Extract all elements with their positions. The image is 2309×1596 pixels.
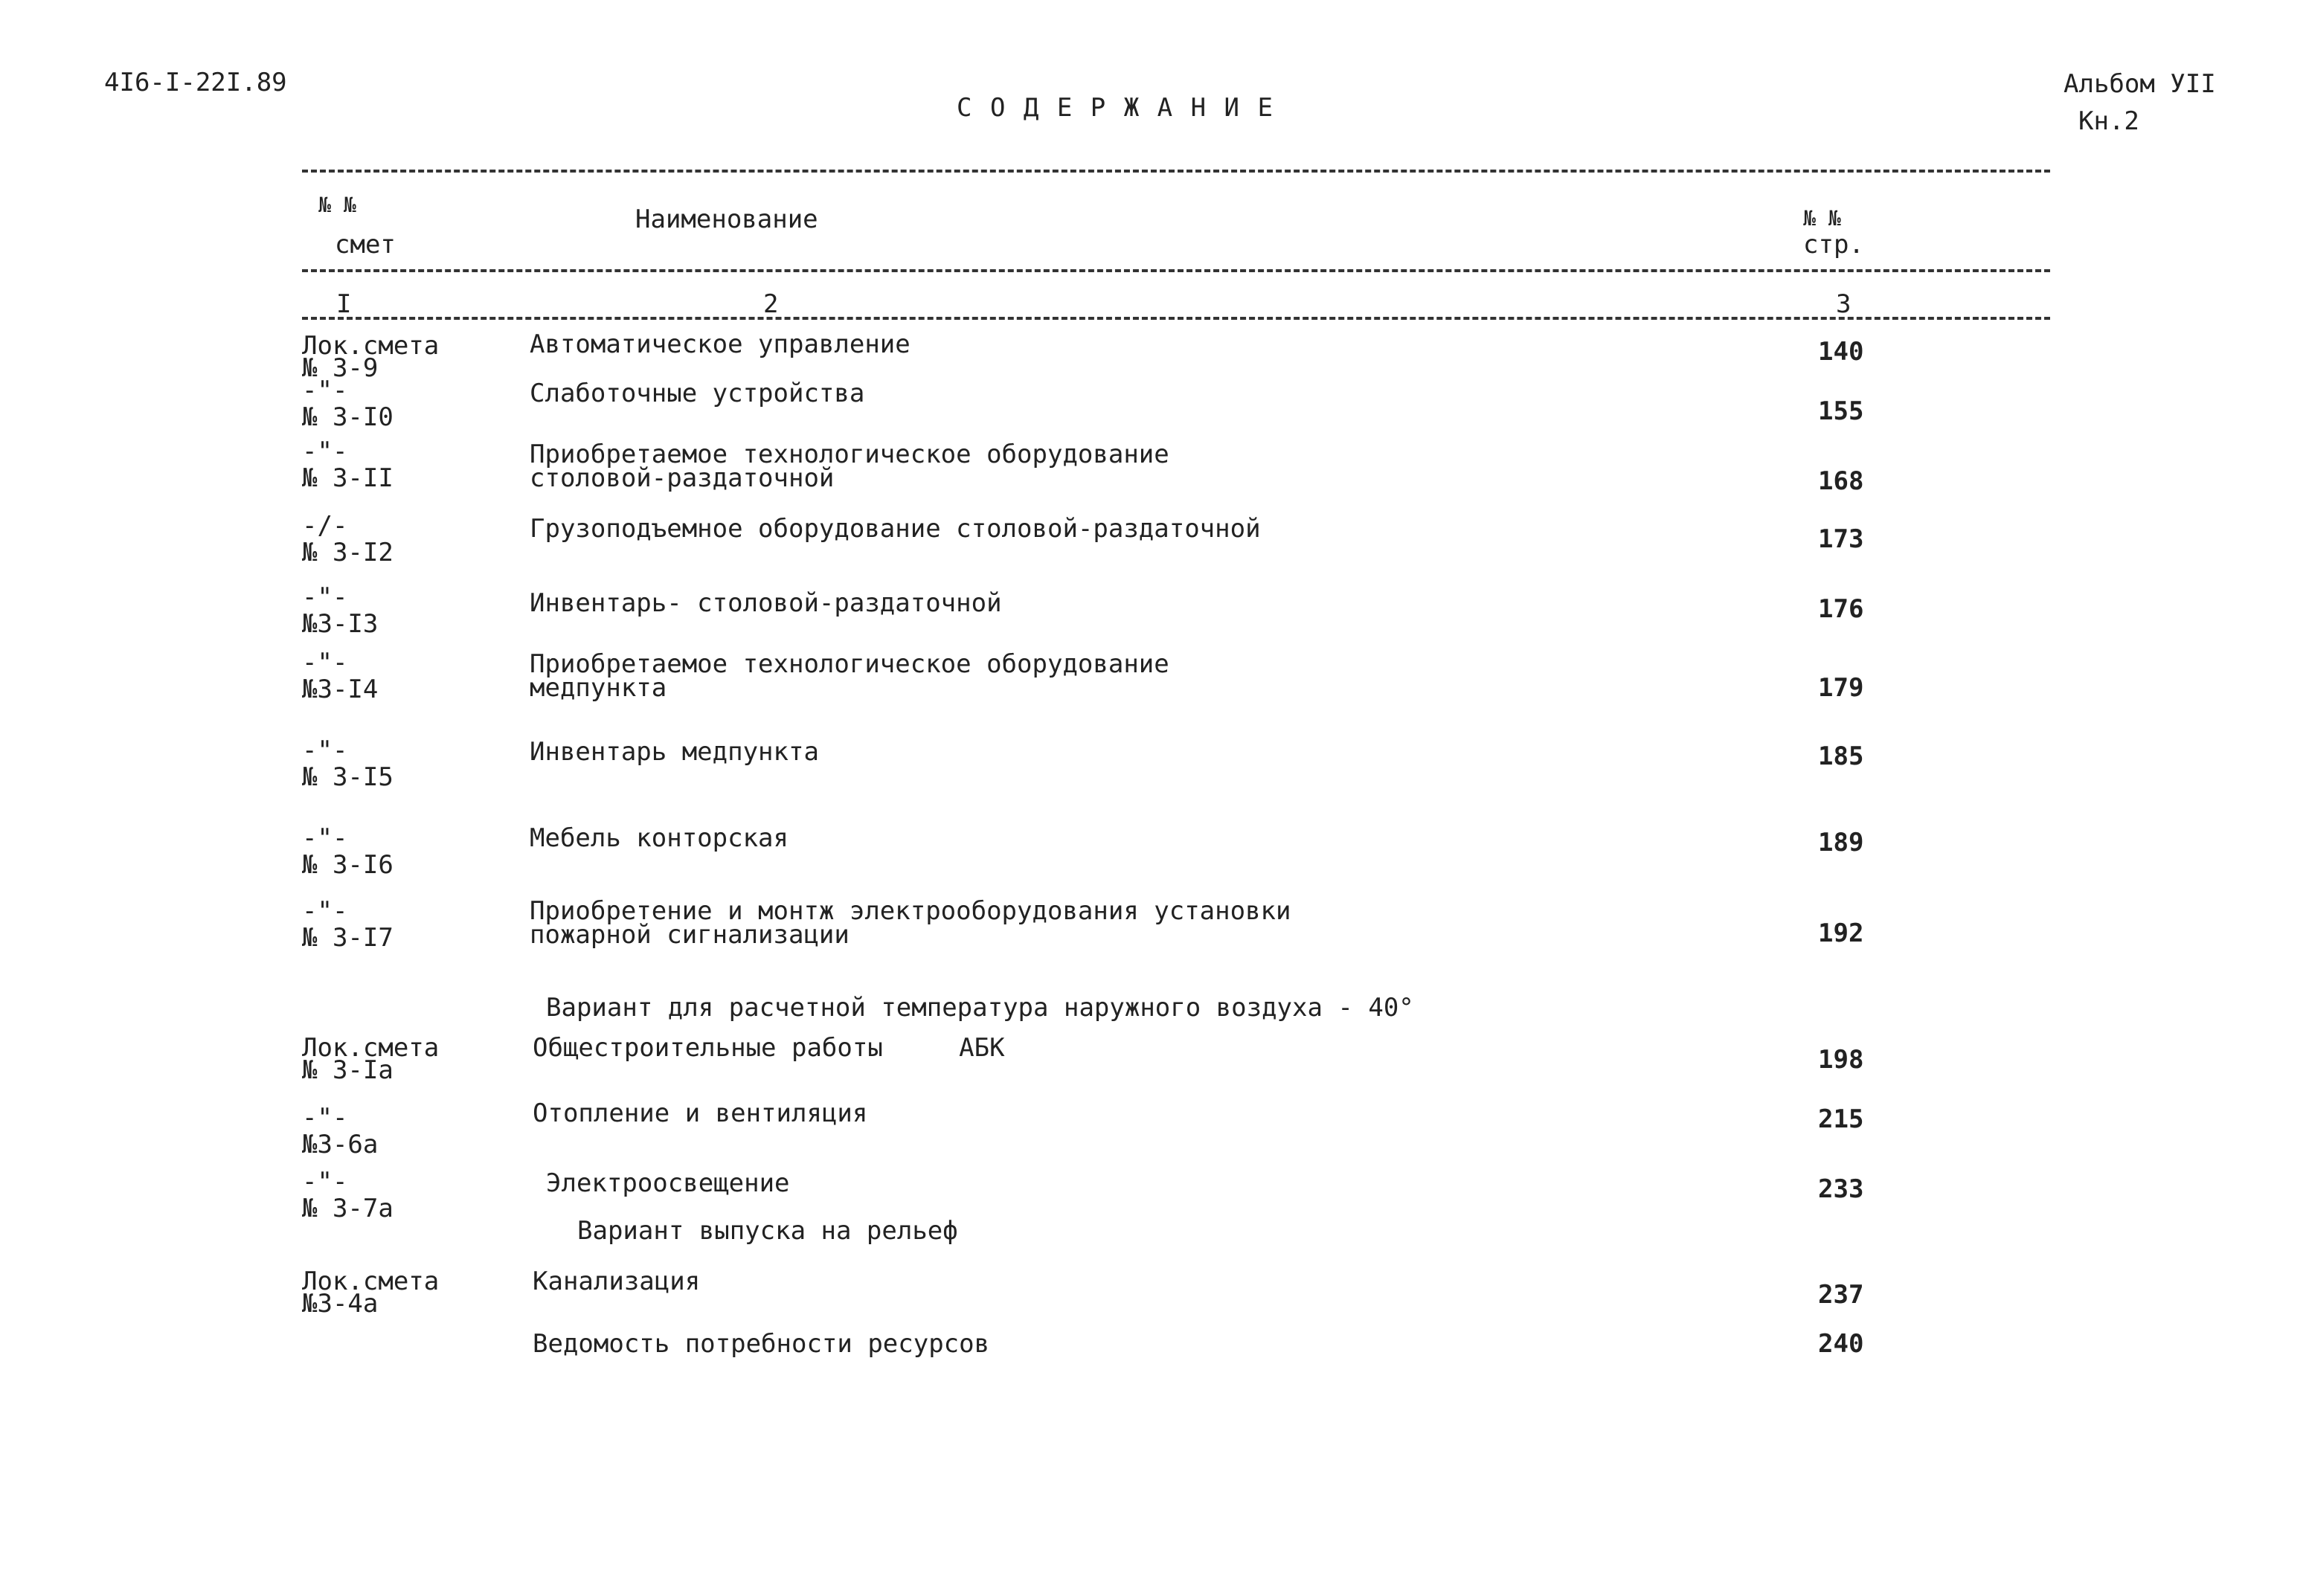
item-name: столовой-раздаточной	[530, 463, 835, 493]
item-name: Инвентарь медпункта	[530, 737, 819, 767]
col1-number-sign: № №	[318, 193, 356, 217]
col1-number: I	[332, 292, 356, 317]
page-number: 185	[1818, 741, 1864, 771]
estimate-number: №3-I3	[302, 609, 379, 639]
estimate-number: -/-	[302, 511, 348, 541]
album-label: Альбом УII	[2064, 69, 2216, 99]
page-number: 240	[1818, 1329, 1864, 1359]
item-name: Электроосвещение	[546, 1168, 790, 1198]
estimate-number: № 3-7а	[302, 1194, 394, 1223]
estimate-number: -"-	[302, 648, 348, 678]
page-number: 155	[1818, 396, 1864, 426]
section-heading: Вариант для расчетной температура наружн…	[546, 993, 1414, 1023]
estimate-number: №3-I4	[302, 675, 379, 704]
estimate-number: №3-4а	[302, 1289, 379, 1319]
page-number: 179	[1818, 673, 1864, 703]
estimate-number: №3-6а	[302, 1130, 379, 1159]
estimate-number: -"-	[302, 376, 348, 405]
page-number: 192	[1818, 918, 1864, 948]
page-number: 198	[1818, 1045, 1864, 1075]
col2-header: Наименование	[635, 205, 818, 234]
item-name: Канализация	[533, 1267, 701, 1296]
estimate-number: № 3-I0	[302, 402, 394, 432]
divider	[302, 170, 2050, 173]
estimate-number: № 3-II	[302, 463, 394, 493]
item-name: Грузоподъемное оборудование столовой-раз…	[530, 514, 1261, 544]
estimate-number: № 3-Iа	[302, 1055, 394, 1085]
page-number: 140	[1818, 337, 1864, 367]
estimate-number: -"-	[302, 582, 348, 612]
estimate-number: № 3-I2	[302, 538, 394, 567]
estimate-number: № 3-I6	[302, 850, 394, 880]
item-name: медпункта	[530, 673, 667, 703]
page-number: 173	[1818, 524, 1864, 554]
estimate-number: Лок.смета	[302, 1033, 440, 1063]
estimate-number: -"-	[302, 1103, 348, 1133]
col3-number: 3	[1831, 292, 1856, 317]
item-name: Автоматическое управление	[530, 329, 911, 359]
item-name: Инвентарь- столовой-раздаточной	[530, 588, 1002, 618]
item-name: Общестроительные работы АБК	[533, 1033, 1005, 1063]
page-number: 176	[1818, 594, 1864, 624]
estimate-number: -"-	[302, 1167, 348, 1197]
page-title: С О Д Е Р Ж А Н И Е	[957, 93, 1274, 123]
estimate-number: № 3-9	[302, 353, 379, 383]
estimate-number: -"-	[302, 736, 348, 765]
estimate-number: Лок.смета	[302, 331, 440, 361]
page-number: 168	[1818, 466, 1864, 496]
document-code: 4I6-I-22I.89	[104, 68, 287, 97]
page-number: 189	[1818, 828, 1864, 857]
estimate-number: Лок.смета	[302, 1267, 440, 1296]
page-number: 237	[1818, 1280, 1864, 1310]
divider	[302, 317, 2050, 320]
estimate-number: № 3-I5	[302, 762, 394, 792]
book-label: Кн.2	[2078, 106, 2139, 136]
col3-header: стр.	[1803, 230, 1864, 260]
col3-number-sign: № №	[1803, 206, 1841, 231]
col2-number: 2	[759, 292, 783, 317]
item-name: Мебель конторская	[530, 823, 789, 853]
estimate-number: -"-	[302, 823, 348, 853]
estimate-number: № 3-I7	[302, 923, 394, 953]
divider	[302, 269, 2050, 272]
section-heading: Вариант выпуска на рельеф	[577, 1216, 958, 1246]
col1-header: смет	[335, 230, 396, 260]
item-name: Ведомость потребности ресурсов	[533, 1329, 990, 1359]
estimate-number: -"-	[302, 896, 348, 926]
item-name: Приобретаемое технологическое оборудован…	[530, 440, 1169, 469]
page-number: 215	[1818, 1104, 1864, 1134]
estimate-number: -"-	[302, 437, 348, 466]
item-name: Приобретение и монтж электрооборудования…	[530, 896, 1291, 926]
item-name: пожарной сигнализации	[530, 920, 850, 950]
item-name: Приобретаемое технологическое оборудован…	[530, 649, 1169, 679]
item-name: Отопление и вентиляция	[533, 1098, 868, 1128]
item-name: Слаботочные устройства	[530, 379, 865, 408]
page-number: 233	[1818, 1174, 1864, 1204]
